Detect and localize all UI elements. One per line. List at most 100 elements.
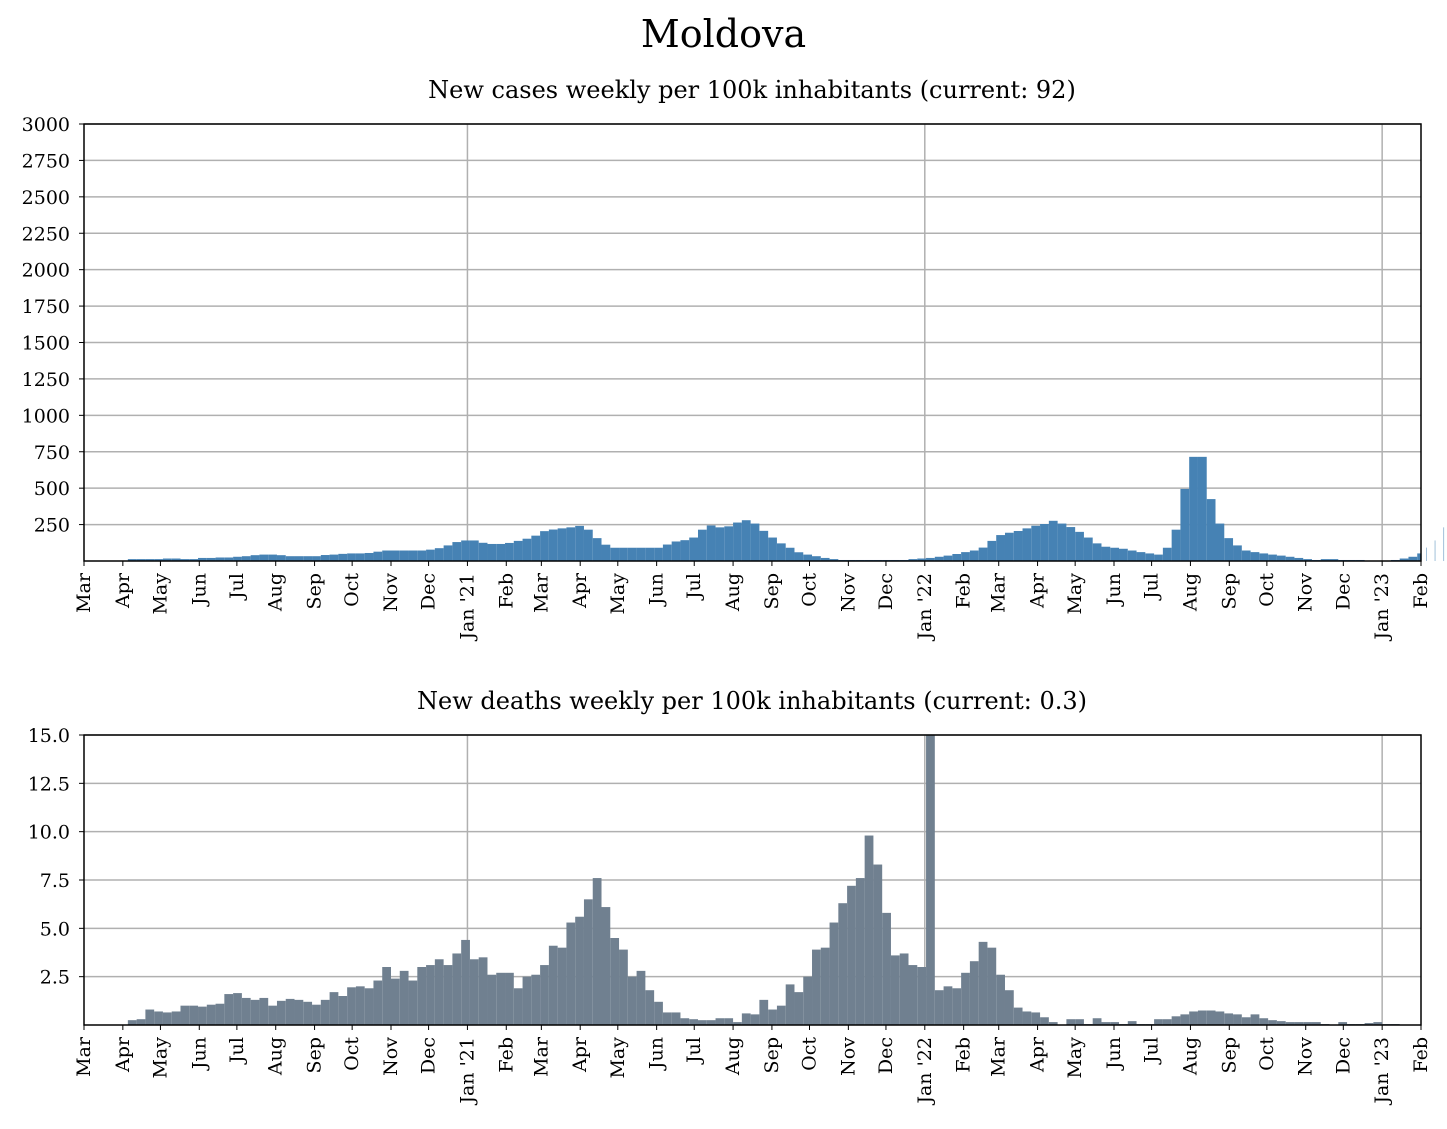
cases-bar xyxy=(136,559,146,561)
cases-bar xyxy=(1417,553,1421,561)
deaths-bar xyxy=(1004,990,1014,1025)
cases-bar xyxy=(1040,524,1049,561)
cases-x-tick-label: Jun xyxy=(646,573,668,607)
deaths-bar xyxy=(127,1020,137,1025)
deaths-bar xyxy=(583,899,593,1025)
deaths-bar xyxy=(478,957,488,1025)
cases-bar xyxy=(1303,559,1312,561)
deaths-bar xyxy=(812,949,821,1025)
cases-x-tick-label: Mar xyxy=(530,572,552,613)
cases-bar xyxy=(759,530,769,561)
cases-y-tick-label: 3000 xyxy=(22,114,70,136)
cases-x-tick-label: Oct xyxy=(799,573,821,607)
cases-bar xyxy=(285,556,295,561)
cases-bar xyxy=(1022,528,1032,561)
deaths-bar xyxy=(505,972,514,1025)
cases-bar xyxy=(382,550,391,561)
deaths-bar xyxy=(189,1005,199,1025)
deaths-bar xyxy=(1338,1022,1348,1025)
cases-bar xyxy=(461,540,470,561)
deaths-x-tick-label: Sep xyxy=(761,1037,783,1073)
cases-x-tick-label: Aug xyxy=(1179,573,1201,612)
deaths-bar xyxy=(1311,1022,1321,1025)
deaths-x-tick-label: Jul xyxy=(226,1037,248,1065)
cases-bar xyxy=(575,525,584,561)
cases-x-tick-label: Aug xyxy=(265,573,287,612)
cases-bar xyxy=(1268,554,1277,561)
deaths-bar xyxy=(276,1000,286,1025)
deaths-x-tick-label: May xyxy=(607,1037,629,1079)
deaths-bar xyxy=(1241,1017,1251,1025)
cases-x-tick-label: May xyxy=(149,573,171,615)
cases-y-tick-label: 1500 xyxy=(22,333,70,355)
cases-y-tick-label: 2750 xyxy=(22,150,70,172)
deaths-bar xyxy=(1127,1021,1137,1025)
cases-x-tick-label: Apr xyxy=(569,572,591,609)
deaths-bar xyxy=(1154,1019,1163,1025)
deaths-bar xyxy=(899,953,909,1025)
deaths-bar xyxy=(136,1019,146,1025)
cases-y-tick-label: 1750 xyxy=(22,296,70,318)
cases-bar xyxy=(206,557,216,561)
cases-bar xyxy=(680,540,690,561)
cases-bar xyxy=(776,543,786,561)
cases-bar xyxy=(1426,547,1427,561)
cases-bar xyxy=(1057,523,1067,561)
cases-bar xyxy=(1241,550,1251,561)
deaths-bar xyxy=(943,986,953,1025)
deaths-bar xyxy=(1048,1022,1058,1025)
deaths-x-tick-label: Jun xyxy=(188,1037,210,1071)
cases-x-tick-label: Apr xyxy=(1027,572,1049,609)
cases-bar xyxy=(224,557,234,561)
deaths-bar xyxy=(206,1004,216,1025)
cases-bar xyxy=(469,540,479,561)
cases-bar xyxy=(1031,525,1041,561)
deaths-bar xyxy=(224,994,234,1025)
cases-bar xyxy=(1233,545,1242,561)
deaths-bar xyxy=(1294,1022,1304,1025)
cases-bar xyxy=(689,537,698,561)
deaths-bar xyxy=(513,988,523,1025)
cases-bar xyxy=(934,556,944,561)
deaths-bar xyxy=(917,967,927,1025)
deaths-bar xyxy=(759,999,769,1025)
cases-y-tick-label: 2000 xyxy=(22,260,70,282)
cases-bar xyxy=(908,559,918,561)
deaths-bar xyxy=(198,1006,207,1025)
cases-bar xyxy=(557,528,567,561)
deaths-bar xyxy=(285,998,295,1025)
deaths-bar xyxy=(496,972,506,1025)
deaths-bar xyxy=(890,955,900,1025)
deaths-bar xyxy=(390,978,400,1025)
deaths-bar xyxy=(1373,1022,1383,1025)
cases-bar xyxy=(706,525,716,561)
deaths-x-tick-label: Mar xyxy=(988,1036,1010,1077)
deaths-bar xyxy=(338,996,348,1025)
deaths-bar xyxy=(829,922,839,1025)
deaths-bar xyxy=(873,864,883,1025)
cases-bar xyxy=(364,552,374,561)
deaths-bar xyxy=(978,941,988,1025)
cases-bar xyxy=(794,552,804,561)
deaths-x-tick-label: Aug xyxy=(722,1037,744,1076)
deaths-bar xyxy=(671,1012,681,1025)
deaths-bar xyxy=(706,1020,716,1025)
deaths-chart-title: New deaths weekly per 100k inhabitants (… xyxy=(417,687,1087,715)
cases-x-tick-label: Jul xyxy=(226,573,248,601)
cases-bar xyxy=(1110,547,1120,561)
cases-x-tick-label: Aug xyxy=(722,573,744,612)
cases-x-tick-label: Oct xyxy=(341,573,363,607)
deaths-bar xyxy=(487,974,497,1025)
cases-x-tick-label: Feb xyxy=(495,573,517,609)
deaths-bar xyxy=(908,965,918,1025)
cases-bar xyxy=(1013,530,1023,561)
deaths-x-tick-label: Sep xyxy=(1218,1037,1240,1073)
cases-bar xyxy=(268,554,277,561)
cases-bar xyxy=(294,556,304,561)
cases-y-tick-label: 2250 xyxy=(22,223,70,245)
cases-bar xyxy=(1083,537,1093,561)
cases-bar xyxy=(531,535,541,561)
cases-bar xyxy=(829,559,839,561)
cases-bar xyxy=(417,550,427,561)
cases-bar xyxy=(952,554,962,561)
